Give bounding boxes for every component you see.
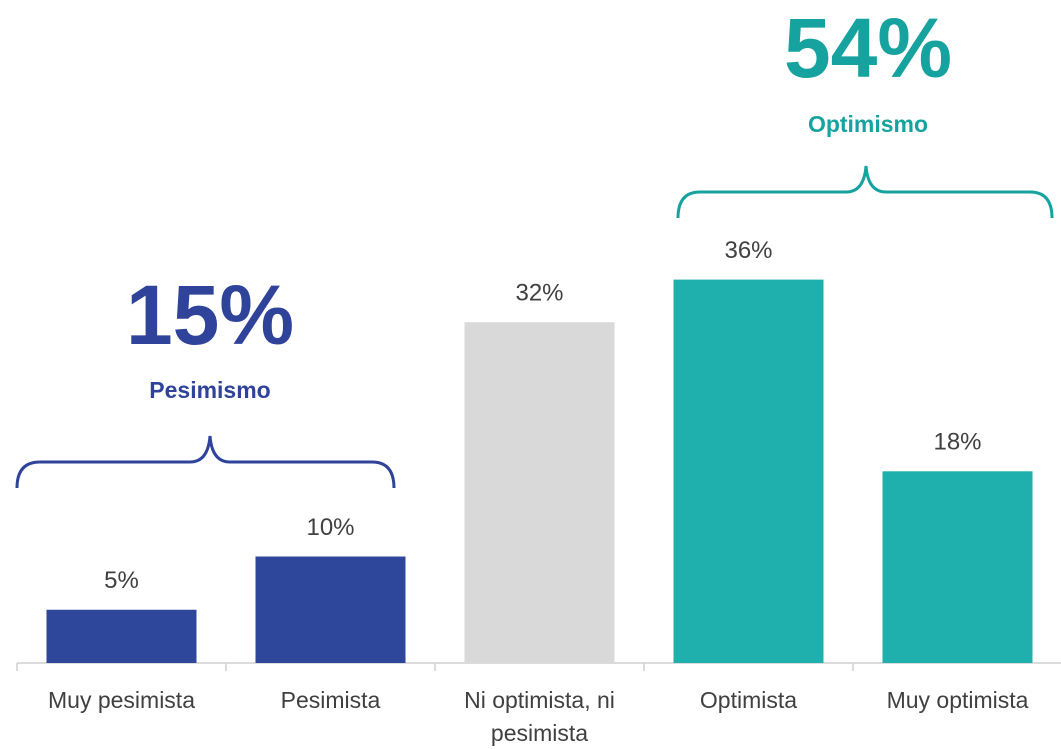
bar (255, 556, 406, 663)
x-tick-label: Pesimista (280, 687, 381, 713)
brace (676, 165, 1054, 219)
bar (673, 279, 824, 663)
x-tick-label: Muy pesimista (48, 687, 195, 713)
annotation-value: 54% (784, 1, 952, 95)
value-label: 5% (104, 567, 139, 594)
brace (15, 435, 396, 489)
value-label: 10% (306, 514, 354, 541)
annotation-label: Pesimismo (149, 377, 270, 403)
annotation-value: 15% (126, 268, 294, 362)
x-tick-label: Optimista (699, 687, 798, 713)
x-tick-label: Ni optimista, ni pesimista (464, 687, 615, 746)
annotation-label: Optimismo (808, 111, 928, 137)
bar (882, 471, 1033, 663)
bar (46, 609, 197, 663)
value-label: 36% (724, 237, 772, 264)
bar (464, 322, 615, 663)
value-label: 18% (933, 429, 981, 456)
x-tick-label: Muy optimista (886, 687, 1029, 713)
value-label: 32% (515, 280, 563, 307)
